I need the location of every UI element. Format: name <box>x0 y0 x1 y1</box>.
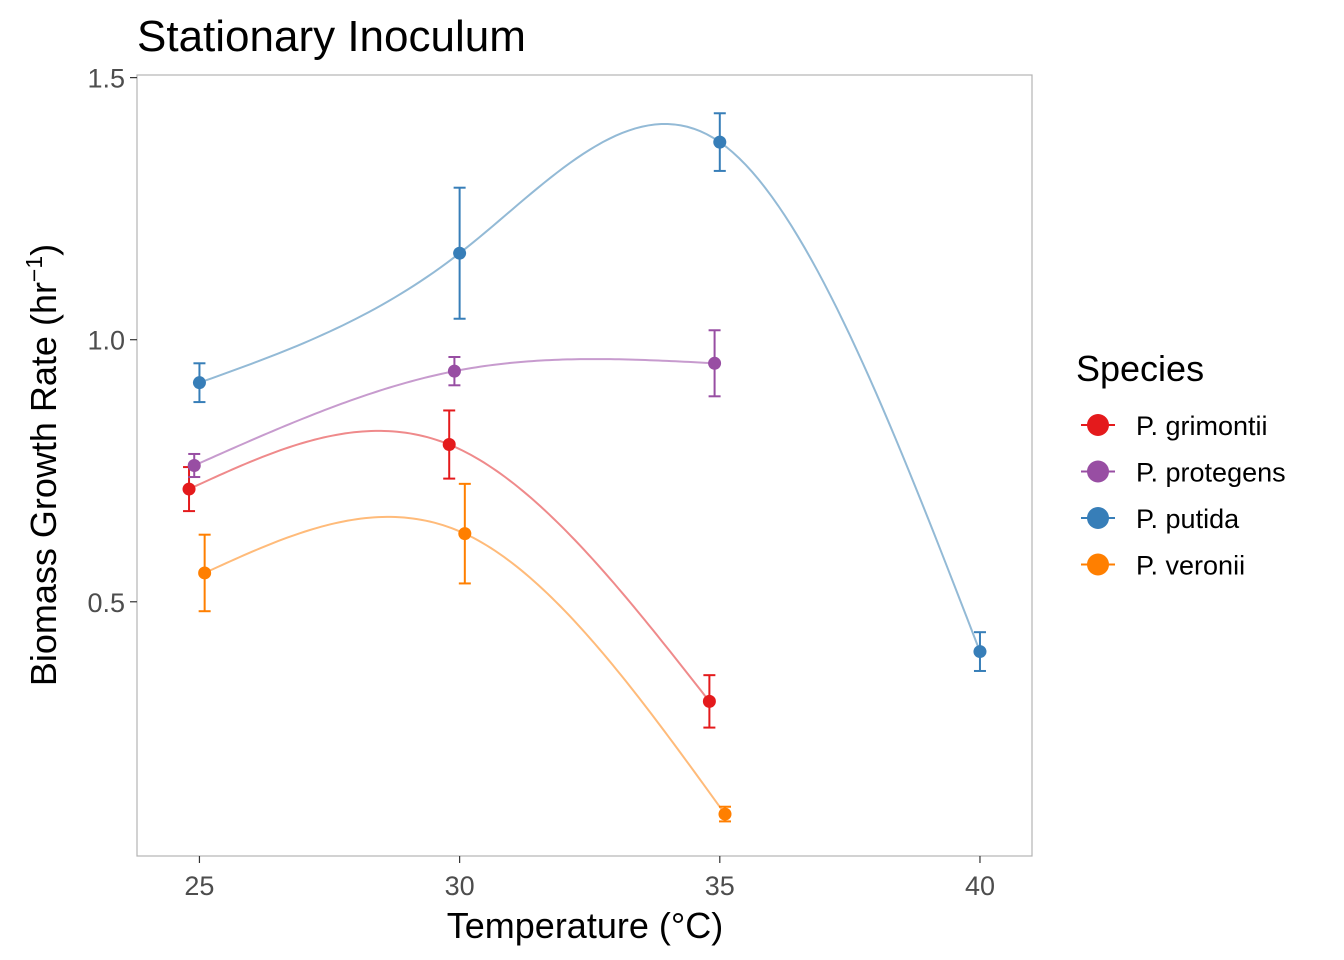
legend-label: P. veronii <box>1136 551 1245 581</box>
error-bars <box>183 112 986 823</box>
point-p-putida <box>453 246 467 260</box>
point-p-putida <box>192 376 206 390</box>
point-p-putida <box>713 135 727 149</box>
point-p-veronii <box>718 807 732 821</box>
x-axis-title: Temperature (°C) <box>447 905 723 946</box>
legend-key-dot <box>1087 553 1109 576</box>
smooth-curves <box>188 123 981 815</box>
x-tick-label: 35 <box>705 871 735 901</box>
point-p-protegens <box>708 356 722 370</box>
plot-panel <box>136 74 1033 857</box>
chart-title: Stationary Inoculum <box>137 12 526 61</box>
y-axis-title-superscript: −1 <box>21 256 47 282</box>
legend-key-dot <box>1087 460 1109 483</box>
data-points <box>182 135 987 821</box>
point-p-veronii <box>198 566 212 580</box>
point-p-putida <box>973 645 987 659</box>
point-p-veronii <box>458 527 472 541</box>
x-axis: 25 30 35 40 <box>184 856 995 901</box>
legend-label: P. protegens <box>1136 458 1286 488</box>
y-axis-title-close: ) <box>23 244 64 256</box>
curve-p-putida <box>199 123 981 652</box>
legend-key-dot <box>1087 414 1109 436</box>
x-tick-label: 30 <box>445 871 475 901</box>
point-p-grimontii <box>702 694 716 708</box>
x-tick-label: 40 <box>965 871 995 901</box>
y-axis: 0.5 1.0 1.5 <box>87 64 137 618</box>
legend-label: P. grimontii <box>1136 411 1268 441</box>
legend-label: P. putida <box>1136 504 1240 534</box>
y-axis-title: Biomass Growth Rate (hr−1) <box>21 244 64 686</box>
legend-item-p-protegens: P. protegens <box>1081 458 1286 488</box>
legend: Species P. grimontii P. protegens P. putid… <box>1076 348 1286 581</box>
y-axis-title-main: Biomass Growth Rate (hr <box>23 282 64 686</box>
point-p-grimontii <box>182 482 196 496</box>
legend-item-p-veronii: P. veronii <box>1081 551 1245 581</box>
legend-item-p-putida: P. putida <box>1081 504 1240 534</box>
y-tick-label: 0.5 <box>87 588 125 618</box>
legend-item-p-grimontii: P. grimontii <box>1081 411 1268 441</box>
legend-key-dot <box>1087 507 1109 529</box>
point-p-grimontii <box>442 438 456 452</box>
point-p-protegens <box>187 459 201 472</box>
legend-title: Species <box>1076 348 1204 389</box>
y-tick-label: 1.5 <box>87 64 125 94</box>
y-tick-label: 1.0 <box>87 326 125 356</box>
x-tick-label: 25 <box>184 871 214 901</box>
legend-items: P. grimontii P. protegens P. putida P. vero… <box>1081 411 1286 581</box>
point-p-protegens <box>447 364 461 378</box>
